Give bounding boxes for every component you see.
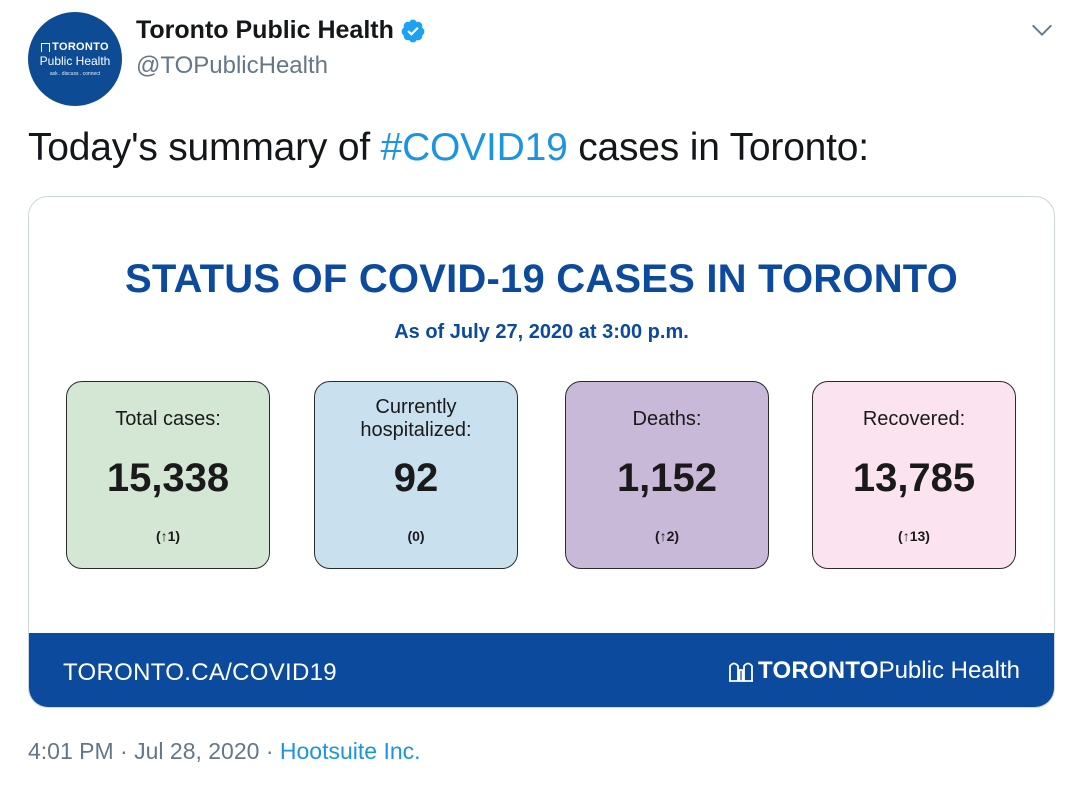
verified-badge-icon — [401, 19, 425, 42]
tweet-time[interactable]: 4:01 PM — [28, 738, 114, 764]
stat-label: Recovered: — [862, 408, 966, 430]
stat-value: 92 — [393, 456, 439, 500]
chevron-down-icon[interactable] — [1028, 16, 1056, 44]
meta-separator: · — [113, 738, 135, 764]
card-footer: TORONTO.CA/COVID19 TORONTO Public Health — [29, 633, 1054, 707]
stat-value: 15,338 — [106, 456, 230, 500]
footer-url: TORONTO.CA/COVID19 — [63, 659, 337, 686]
footer-logo-bold: TORONTO — [758, 657, 879, 684]
footer-logo: TORONTO Public Health — [728, 657, 1020, 685]
card-title: STATUS OF COVID-19 CASES IN TORONTO — [124, 257, 958, 301]
stat-label: Deaths: — [632, 408, 702, 430]
stat-deaths: Deaths: 1,152 (↑2) — [565, 381, 769, 569]
stat-hospitalized: Currently hospitalized: 92 (0) — [314, 381, 518, 569]
account-name-link[interactable]: Toronto Public Health — [136, 16, 426, 45]
avatar-logo-row: TORONTO — [41, 41, 109, 53]
account-name: Toronto Public Health — [136, 16, 394, 44]
stat-label: Total cases: — [115, 408, 221, 430]
stat-total-cases: Total cases: 15,338 (↑1) — [66, 381, 270, 569]
tweet-source-link[interactable]: Hootsuite Inc. — [279, 738, 421, 764]
stat-change: (↑1) — [155, 528, 181, 544]
avatar-line1: TORONTO — [52, 41, 109, 53]
city-hall-icon — [41, 42, 51, 52]
card-subtitle: As of July 27, 2020 at 3:00 p.m. — [394, 321, 689, 343]
stat-value: 13,785 — [852, 456, 976, 500]
stat-change: (0) — [407, 528, 425, 544]
media-card[interactable]: STATUS OF COVID-19 CASES IN TORONTO As o… — [28, 196, 1055, 708]
account-handle[interactable]: @TOPublicHealth — [136, 52, 328, 79]
stat-change: (↑2) — [654, 528, 680, 544]
avatar[interactable]: TORONTO Public Health ask . discuss . co… — [28, 12, 122, 106]
tweet-text: Today's summary of #COVID19 cases in Tor… — [28, 126, 869, 170]
stat-label-line1: Currently — [375, 396, 457, 418]
stat-change: (↑13) — [898, 528, 930, 544]
stat-label-line2: hospitalized: — [360, 419, 472, 441]
toronto-city-hall-icon — [729, 662, 754, 682]
tweet-text-prefix: Today's summary of — [28, 126, 381, 169]
avatar-line2: Public Health — [39, 54, 111, 68]
meta-separator: · — [259, 738, 280, 764]
footer-logo-rest: Public Health — [878, 657, 1020, 684]
tweet-text-suffix: cases in Toronto: — [567, 126, 869, 169]
tweet-meta: 4:01 PM · Jul 28, 2020 · Hootsuite Inc. — [28, 738, 421, 765]
stat-value: 1,152 — [616, 456, 718, 500]
avatar-tagline: ask . discuss . connect — [49, 71, 101, 77]
tweet-date[interactable]: Jul 28, 2020 — [134, 738, 260, 764]
stat-recovered: Recovered: 13,785 (↑13) — [812, 381, 1016, 569]
hashtag-link[interactable]: #COVID19 — [380, 126, 568, 169]
